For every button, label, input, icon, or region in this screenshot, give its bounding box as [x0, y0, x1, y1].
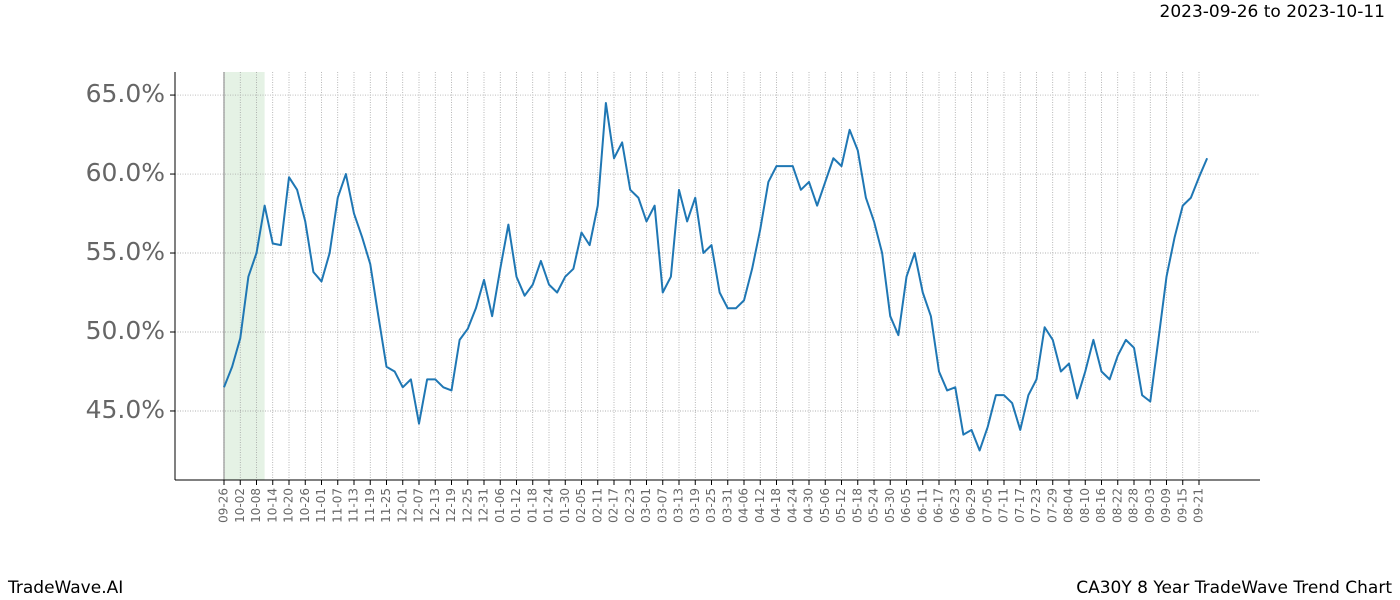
x-tick-label: 01-30 — [558, 488, 572, 523]
x-tick-label: 10-20 — [282, 488, 296, 523]
footer-left: TradeWave.AI — [7, 578, 123, 598]
x-tick-label: 11-07 — [330, 488, 344, 523]
x-tick-label: 08-16 — [1094, 488, 1108, 523]
x-tick-label: 10-08 — [249, 488, 263, 523]
x-tick-label: 12-01 — [395, 488, 409, 523]
x-tick-label: 11-25 — [379, 488, 393, 523]
x-tick-label: 08-10 — [1078, 488, 1092, 523]
x-tick-label: 08-28 — [1127, 488, 1141, 523]
x-tick-label: 12-13 — [428, 488, 442, 523]
y-tick-label: 50.0% — [86, 316, 165, 345]
x-tick-label: 07-29 — [1045, 488, 1059, 523]
x-tick-label: 03-31 — [720, 488, 734, 523]
footer-right: CA30Y 8 Year TradeWave Trend Chart — [1076, 578, 1392, 598]
x-tick-label: 10-14 — [265, 488, 279, 523]
x-tick-label: 09-15 — [1175, 488, 1189, 523]
y-tick-label: 55.0% — [86, 237, 165, 266]
x-tick-label: 05-12 — [834, 488, 848, 523]
x-tick-label: 02-05 — [574, 488, 588, 523]
x-tick-label: 03-19 — [688, 488, 702, 523]
x-tick-label: 07-17 — [1013, 488, 1027, 523]
x-tick-label: 07-23 — [1029, 488, 1043, 523]
highlight-span — [224, 72, 265, 480]
x-tick-label: 01-12 — [509, 488, 523, 523]
x-tick-label: 06-29 — [964, 488, 978, 523]
x-tick-label: 01-06 — [493, 488, 507, 523]
x-tick-label: 03-07 — [655, 488, 669, 523]
x-tick-label: 12-31 — [477, 488, 491, 523]
x-tick-label: 09-26 — [217, 488, 231, 523]
x-tick-label: 05-06 — [818, 488, 832, 523]
x-tick-label: 05-30 — [883, 488, 897, 523]
x-tick-label: 05-18 — [850, 488, 864, 523]
x-tick-label: 02-23 — [623, 488, 637, 523]
x-tick-label: 03-13 — [672, 488, 686, 523]
x-tick-label: 06-11 — [915, 488, 929, 523]
y-tick-label: 45.0% — [86, 395, 165, 424]
x-tick-label: 01-18 — [525, 488, 539, 523]
x-tick-label: 11-19 — [363, 488, 377, 523]
x-tick-label: 03-25 — [704, 488, 718, 523]
x-tick-label: 03-01 — [639, 488, 653, 523]
x-tick-label: 12-19 — [444, 488, 458, 523]
x-tick-label: 09-21 — [1192, 488, 1206, 523]
x-tick-label: 09-09 — [1159, 488, 1173, 523]
x-tick-label: 09-03 — [1143, 488, 1157, 523]
x-tick-label: 06-05 — [899, 488, 913, 523]
x-tick-label: 04-12 — [753, 488, 767, 523]
x-tick-label: 06-17 — [932, 488, 946, 523]
x-tick-label: 10-02 — [233, 488, 247, 523]
y-tick-label: 65.0% — [86, 79, 165, 108]
x-tick-label: 08-22 — [1110, 488, 1124, 523]
x-tick-label: 05-24 — [867, 488, 881, 523]
y-tick-label: 60.0% — [86, 158, 165, 187]
x-tick-label: 04-30 — [802, 488, 816, 523]
x-tick-label: 04-06 — [737, 488, 751, 523]
data-line — [223, 101, 1209, 452]
x-tick-label: 04-18 — [769, 488, 783, 523]
x-tick-label: 12-07 — [412, 488, 426, 523]
x-tick-label: 02-17 — [607, 488, 621, 523]
x-tick-label: 04-24 — [785, 488, 799, 523]
x-tick-label: 01-24 — [542, 488, 556, 523]
x-tick-label: 10-26 — [298, 488, 312, 523]
x-tick-label: 02-11 — [590, 488, 604, 523]
x-tick-label: 07-11 — [997, 488, 1011, 523]
chart-title: 2023-09-26 to 2023-10-11 — [1160, 2, 1385, 22]
x-tick-label: 07-05 — [980, 488, 994, 523]
x-tick-label: 08-04 — [1062, 488, 1076, 523]
x-tick-label: 12-25 — [460, 488, 474, 523]
x-tick-label: 11-01 — [314, 488, 328, 523]
x-tick-label: 06-23 — [948, 488, 962, 523]
x-tick-label: 11-13 — [347, 488, 361, 523]
